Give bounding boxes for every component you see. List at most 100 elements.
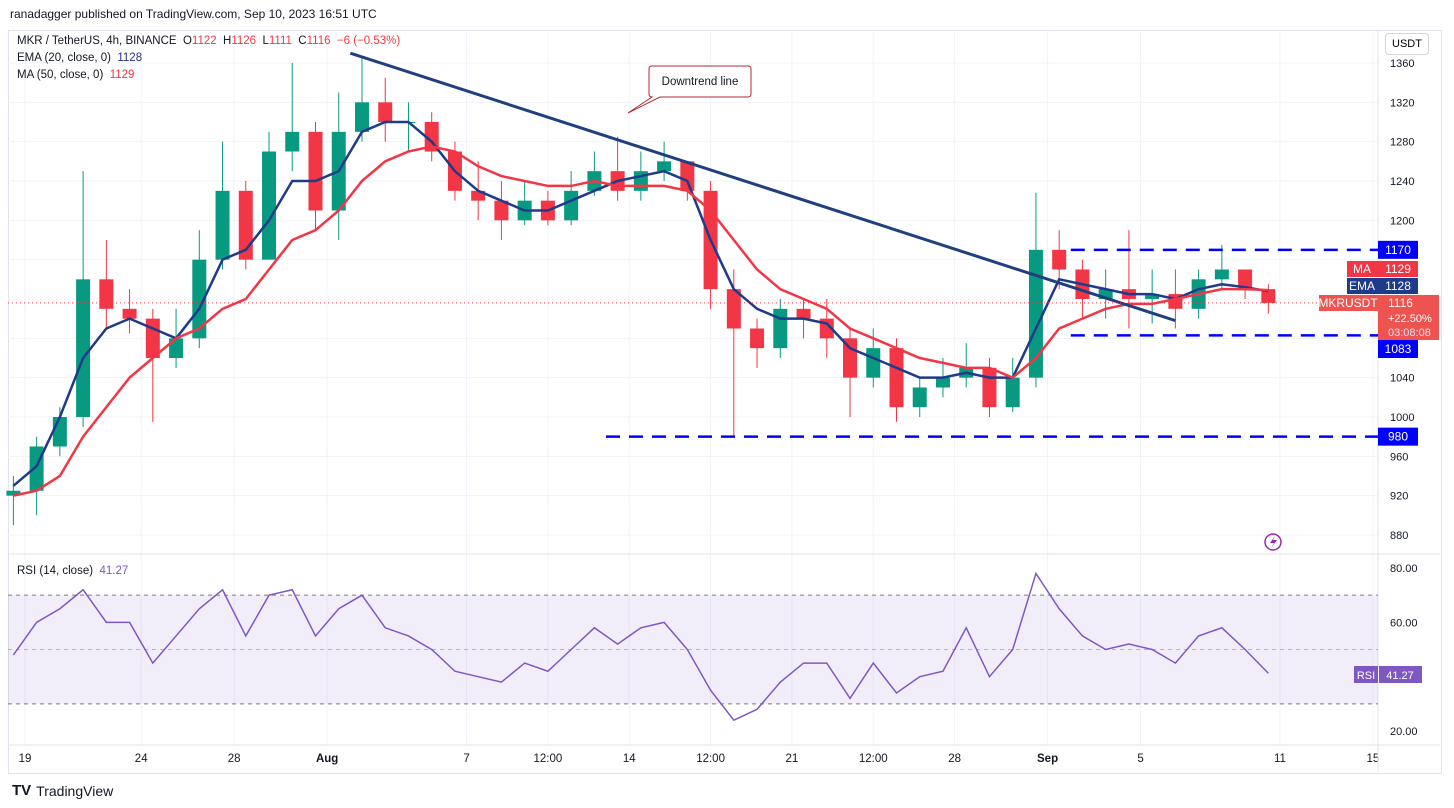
price-change: +22.50% (1388, 313, 1432, 325)
candle-body (285, 131, 300, 152)
annotation-text: Downtrend line (662, 76, 739, 88)
time-tick-label: 21 (786, 753, 799, 765)
candle-body (982, 367, 997, 408)
ma-legend[interactable]: MA (50, close, 0) 1129 (17, 69, 134, 81)
open-label: O (182, 35, 192, 47)
candle-body (1098, 289, 1113, 299)
candle-body (192, 259, 207, 339)
candle-body (308, 131, 323, 211)
price-tick-label: 1320 (1390, 97, 1414, 109)
time-tick-label: 12:00 (534, 753, 563, 765)
bar-countdown: 03:08:08 (1388, 327, 1431, 339)
price-value: 1129 (1385, 262, 1411, 276)
last-price-bg (1378, 295, 1439, 340)
time-tick-label: Sep (1037, 753, 1058, 765)
candle-body (1028, 249, 1043, 378)
rsi-tag-bg (1354, 666, 1378, 683)
price-tag-bg (1347, 278, 1378, 294)
level-label: 1170 (1385, 243, 1411, 257)
time-tick-label: 5 (1137, 753, 1143, 765)
high-value: 1126 (231, 35, 257, 47)
time-tick-label: 19 (19, 753, 32, 765)
ema-line (12, 120, 1269, 487)
candle-body (354, 102, 369, 132)
price-tag-name: MA (1353, 262, 1371, 276)
candle-body (145, 318, 160, 358)
open-value: 1122 (191, 35, 217, 47)
time-tick-label: 7 (463, 753, 469, 765)
high-label: H (223, 35, 232, 47)
rsi-tick-label: 20.00 (1390, 726, 1418, 738)
rsi-tick-label: 80.00 (1390, 563, 1418, 575)
time-tick-label: 12:00 (859, 753, 888, 765)
price-tick-label: 880 (1390, 530, 1408, 542)
rsi-value-bg (1379, 666, 1422, 683)
price-tag-bg (1347, 261, 1378, 277)
price-tag-name: EMA (1349, 279, 1375, 293)
candle-body (494, 200, 509, 221)
symbol-tag: MKRUSDT (1318, 296, 1378, 310)
currency-button[interactable]: USDT (1385, 33, 1429, 55)
candle-body (122, 308, 137, 319)
candle-body (726, 289, 741, 329)
candle-body (912, 387, 927, 408)
price-tick-label: 1000 (1390, 412, 1414, 424)
ma-value: 1129 (109, 69, 135, 81)
rsi-band (8, 595, 1378, 704)
symbol-tag-bg (1319, 295, 1378, 311)
price-value-bg (1378, 278, 1418, 294)
price-tick-label: 960 (1390, 451, 1408, 463)
rsi-label: RSI (14, close) (17, 565, 94, 577)
tradingview-logo-icon: TV (12, 782, 32, 799)
price-tick-label: 920 (1390, 491, 1408, 503)
candle-body (657, 161, 672, 172)
candle-body (1261, 289, 1276, 303)
candle-body (1005, 377, 1020, 408)
time-tick-label: 12:00 (696, 753, 725, 765)
candle-body (378, 102, 393, 122)
candle-body (238, 190, 253, 260)
chart-frame[interactable] (8, 30, 1442, 774)
ema-legend[interactable]: EMA (20, close, 0) 1128 (17, 52, 142, 64)
rsi-value-label: 41.27 (1386, 670, 1414, 682)
tradingview-logo-text: TradingView (36, 782, 114, 799)
tradingview-logo[interactable]: TV TradingView (12, 782, 113, 799)
lightning-icon-glyph (1270, 536, 1277, 548)
candle-body (1145, 294, 1160, 299)
time-tick-label: 24 (135, 753, 148, 765)
symbol-legend: MKR / TetherUS, 4h, BINANCE O1122 H1126 … (17, 35, 400, 47)
candle-body (935, 377, 950, 388)
publish-header: ranadagger published on TradingView.com,… (10, 7, 377, 21)
level-label-bg (1378, 340, 1418, 358)
candle-body (6, 490, 21, 496)
time-tick-label: 28 (948, 753, 961, 765)
ema-label: EMA (20, close, 0) (17, 52, 111, 64)
rsi-line (12, 571, 1269, 722)
price-tick-label: 1240 (1390, 176, 1414, 188)
annotation-callout (627, 65, 752, 114)
rsi-legend[interactable]: RSI (14, close) 41.27 (17, 565, 128, 577)
candle-body (564, 190, 579, 221)
candle-body (99, 279, 114, 309)
time-tick-label: 14 (623, 753, 636, 765)
price-tick-label: 1280 (1390, 137, 1414, 149)
close-label: C (298, 35, 307, 47)
low-value: 1111 (268, 35, 292, 47)
candle-body (1052, 249, 1067, 270)
candle-body (471, 190, 486, 201)
price-tick-label: 1040 (1390, 373, 1414, 385)
candle-body (796, 308, 811, 319)
symbol-name: MKR / TetherUS, 4h, BINANCE (17, 35, 177, 47)
candle-body (215, 190, 230, 260)
time-tick-label: Aug (316, 753, 338, 765)
candle-body (889, 348, 904, 408)
candle-body (680, 161, 695, 191)
lightning-icon (1264, 533, 1282, 551)
ema-value: 1128 (117, 52, 143, 64)
level-label-bg (1378, 427, 1418, 446)
candle-body (866, 348, 881, 378)
downtrend-line (349, 51, 1176, 323)
candle-body (773, 308, 788, 349)
price-tick-label: 1200 (1390, 215, 1414, 227)
